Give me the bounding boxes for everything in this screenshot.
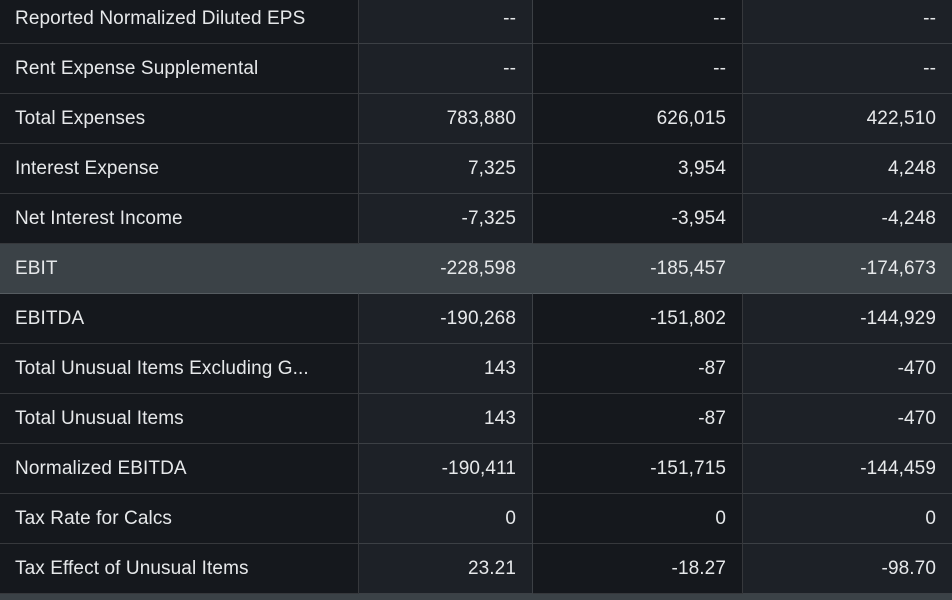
row-label: Net Interest Income [0,194,359,244]
row-label: EBITDA [0,294,359,344]
value-cell-col3: -144,459 [743,444,952,494]
table-row[interactable]: Tax Effect of Unusual Items 23.21 -18.27… [0,544,952,594]
table-row[interactable]: Net Interest Income -7,325 -3,954 -4,248 [0,194,952,244]
value-cell-col3: -470 [743,344,952,394]
table-row[interactable]: Total Unusual Items Excluding G... 143 -… [0,344,952,394]
value-cell-col2: 626,015 [533,94,743,144]
value-cell-col1: 7,325 [359,144,533,194]
row-label: EBIT [0,244,359,294]
table-row[interactable]: Rent Expense Supplemental -- -- -- [0,44,952,94]
value-cell-col3: -4,248 [743,194,952,244]
row-label: Tax Effect of Unusual Items [0,544,359,594]
value-cell-col3: 0 [743,494,952,544]
value-cell-col1: -190,411 [359,444,533,494]
value-cell-col1: 143 [359,344,533,394]
value-cell-col2: -- [533,0,743,44]
value-cell-col2: 3,954 [533,144,743,194]
value-cell-col1: 783,880 [359,94,533,144]
value-cell-col1: 23.21 [359,544,533,594]
value-cell-col2: -87 [533,394,743,444]
value-cell-col3: 422,510 [743,94,952,144]
value-cell-col1: -190,268 [359,294,533,344]
value-cell-col2: -151,715 [533,444,743,494]
table-row[interactable]: Tax Rate for Calcs 0 0 0 [0,494,952,544]
row-label: Total Expenses [0,94,359,144]
row-label: Total Unusual Items Excluding G... [0,344,359,394]
value-cell-col1: -7,325 [359,194,533,244]
table-row[interactable]: EBIT -228,598 -185,457 -174,673 [0,244,952,294]
table-row[interactable]: Normalized EBITDA -190,411 -151,715 -144… [0,444,952,494]
partial-next-row[interactable] [0,594,952,600]
table-row[interactable]: Reported Normalized Diluted EPS -- -- -- [0,0,952,44]
row-label: Interest Expense [0,144,359,194]
value-cell-col2: -151,802 [533,294,743,344]
value-cell-col3: -- [743,44,952,94]
value-cell-col1: -- [359,44,533,94]
value-cell-col1: 143 [359,394,533,444]
table-row[interactable]: Total Unusual Items 143 -87 -470 [0,394,952,444]
value-cell-col1: -- [359,0,533,44]
value-cell-col3: -174,673 [743,244,952,294]
row-label: Rent Expense Supplemental [0,44,359,94]
value-cell-col2: 0 [533,494,743,544]
value-cell-col3: -144,929 [743,294,952,344]
row-label: Tax Rate for Calcs [0,494,359,544]
table-row[interactable]: EBITDA -190,268 -151,802 -144,929 [0,294,952,344]
value-cell-col3: -470 [743,394,952,444]
value-cell-col2: -18.27 [533,544,743,594]
row-label: Total Unusual Items [0,394,359,444]
table-row[interactable]: Total Expenses 783,880 626,015 422,510 [0,94,952,144]
value-cell-col3: 4,248 [743,144,952,194]
row-label: Normalized EBITDA [0,444,359,494]
value-cell-col2: -- [533,44,743,94]
value-cell-col2: -185,457 [533,244,743,294]
table-row[interactable]: Interest Expense 7,325 3,954 4,248 [0,144,952,194]
value-cell-col3: -98.70 [743,544,952,594]
value-cell-col1: -228,598 [359,244,533,294]
value-cell-col2: -3,954 [533,194,743,244]
row-label: Reported Normalized Diluted EPS [0,0,359,44]
value-cell-col3: -- [743,0,952,44]
value-cell-col1: 0 [359,494,533,544]
value-cell-col2: -87 [533,344,743,394]
